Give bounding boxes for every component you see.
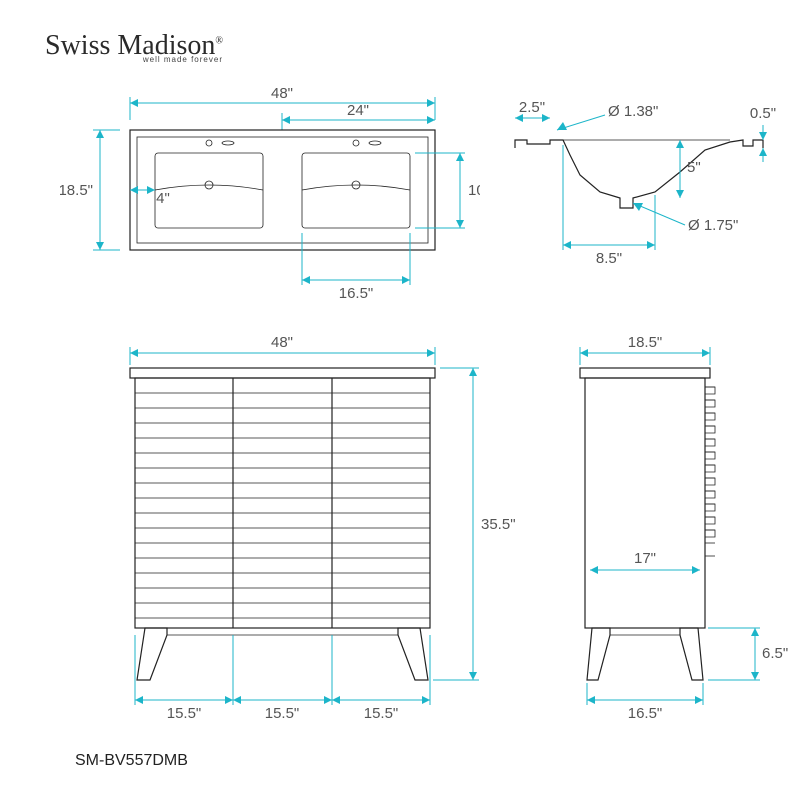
dim-panel3: 15.5" [364, 705, 399, 722]
cross-section-diagram: 2.5" Ø 1.38" 0.5" 5" Ø 1.75" 8.5" [505, 100, 785, 300]
dim-inset: 4" [156, 190, 170, 207]
dim-rim: 0.5" [750, 105, 776, 122]
dim-panel2: 15.5" [265, 705, 300, 722]
dim-half-width: 24" [347, 102, 369, 119]
dim-depth: 5" [687, 159, 701, 176]
sku-label: SM-BV557DMB [75, 752, 188, 770]
dim-top-height: 18.5" [60, 182, 93, 199]
dim-panel1: 15.5" [167, 705, 202, 722]
dim-front-height: 35.5" [481, 516, 515, 533]
dim-shelf: 17" [634, 550, 656, 567]
dim-side-width: 18.5" [628, 335, 663, 351]
dim-lip: 2.5" [519, 100, 545, 116]
dim-leg: 6.5" [762, 645, 788, 662]
dim-front-width: 48" [271, 335, 293, 351]
dim-drain: Ø 1.75" [688, 217, 738, 234]
brand-logo: Swiss Madison® well made forever [45, 30, 223, 62]
dim-top-width: 48" [271, 85, 293, 102]
dim-side-base: 16.5" [628, 705, 663, 722]
dim-sink-h: 10.5" [468, 182, 480, 199]
dim-faucet: Ø 1.38" [608, 103, 658, 120]
dim-base: 8.5" [596, 250, 622, 267]
top-view-diagram: 48" 24" 18.5" 4" 10.5" 16.5" [60, 85, 480, 315]
brand-tagline: well made forever [143, 55, 223, 64]
front-view-diagram: 48" 35.5" 15.5" 15.5" 15.5" [95, 335, 515, 725]
side-view-diagram: 18.5" 17" 16.5" 6.5" [560, 335, 790, 725]
dim-sink-w: 16.5" [339, 285, 374, 302]
